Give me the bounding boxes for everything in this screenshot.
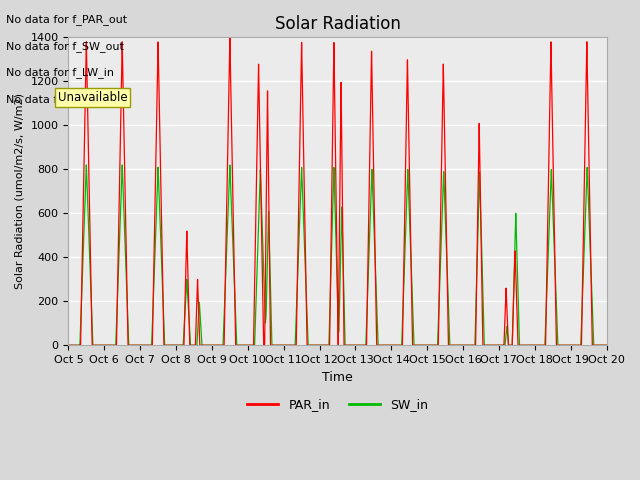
PAR_in: [469, 342, 477, 348]
PAR_in: [65, 342, 72, 348]
PAR_in: [226, 35, 234, 41]
Text: No data for f_LW_in: No data for f_LW_in: [6, 67, 115, 78]
PAR_in: [93, 342, 100, 348]
X-axis label: Time: Time: [322, 371, 353, 384]
SW_in: [93, 342, 100, 348]
PAR_in: [603, 342, 611, 348]
Line: SW_in: SW_in: [68, 165, 607, 345]
SW_in: [65, 342, 72, 348]
Text: Unavailable: Unavailable: [58, 91, 127, 104]
Text: No data for f_LW_out: No data for f_LW_out: [6, 94, 122, 105]
Line: PAR_in: PAR_in: [68, 38, 607, 345]
Legend: PAR_in, SW_in: PAR_in, SW_in: [242, 393, 433, 416]
SW_in: [497, 342, 505, 348]
SW_in: [469, 342, 477, 348]
PAR_in: [504, 342, 512, 348]
SW_in: [603, 342, 611, 348]
SW_in: [484, 342, 492, 348]
Text: No data for f_SW_out: No data for f_SW_out: [6, 41, 124, 52]
Y-axis label: Solar Radiation (umol/m2/s, W/m2): Solar Radiation (umol/m2/s, W/m2): [15, 93, 25, 289]
PAR_in: [408, 314, 416, 320]
SW_in: [408, 287, 416, 292]
PAR_in: [484, 342, 492, 348]
PAR_in: [497, 342, 505, 348]
Title: Solar Radiation: Solar Radiation: [275, 15, 401, 33]
SW_in: [504, 339, 512, 345]
Text: No data for f_PAR_out: No data for f_PAR_out: [6, 14, 127, 25]
SW_in: [83, 162, 90, 168]
